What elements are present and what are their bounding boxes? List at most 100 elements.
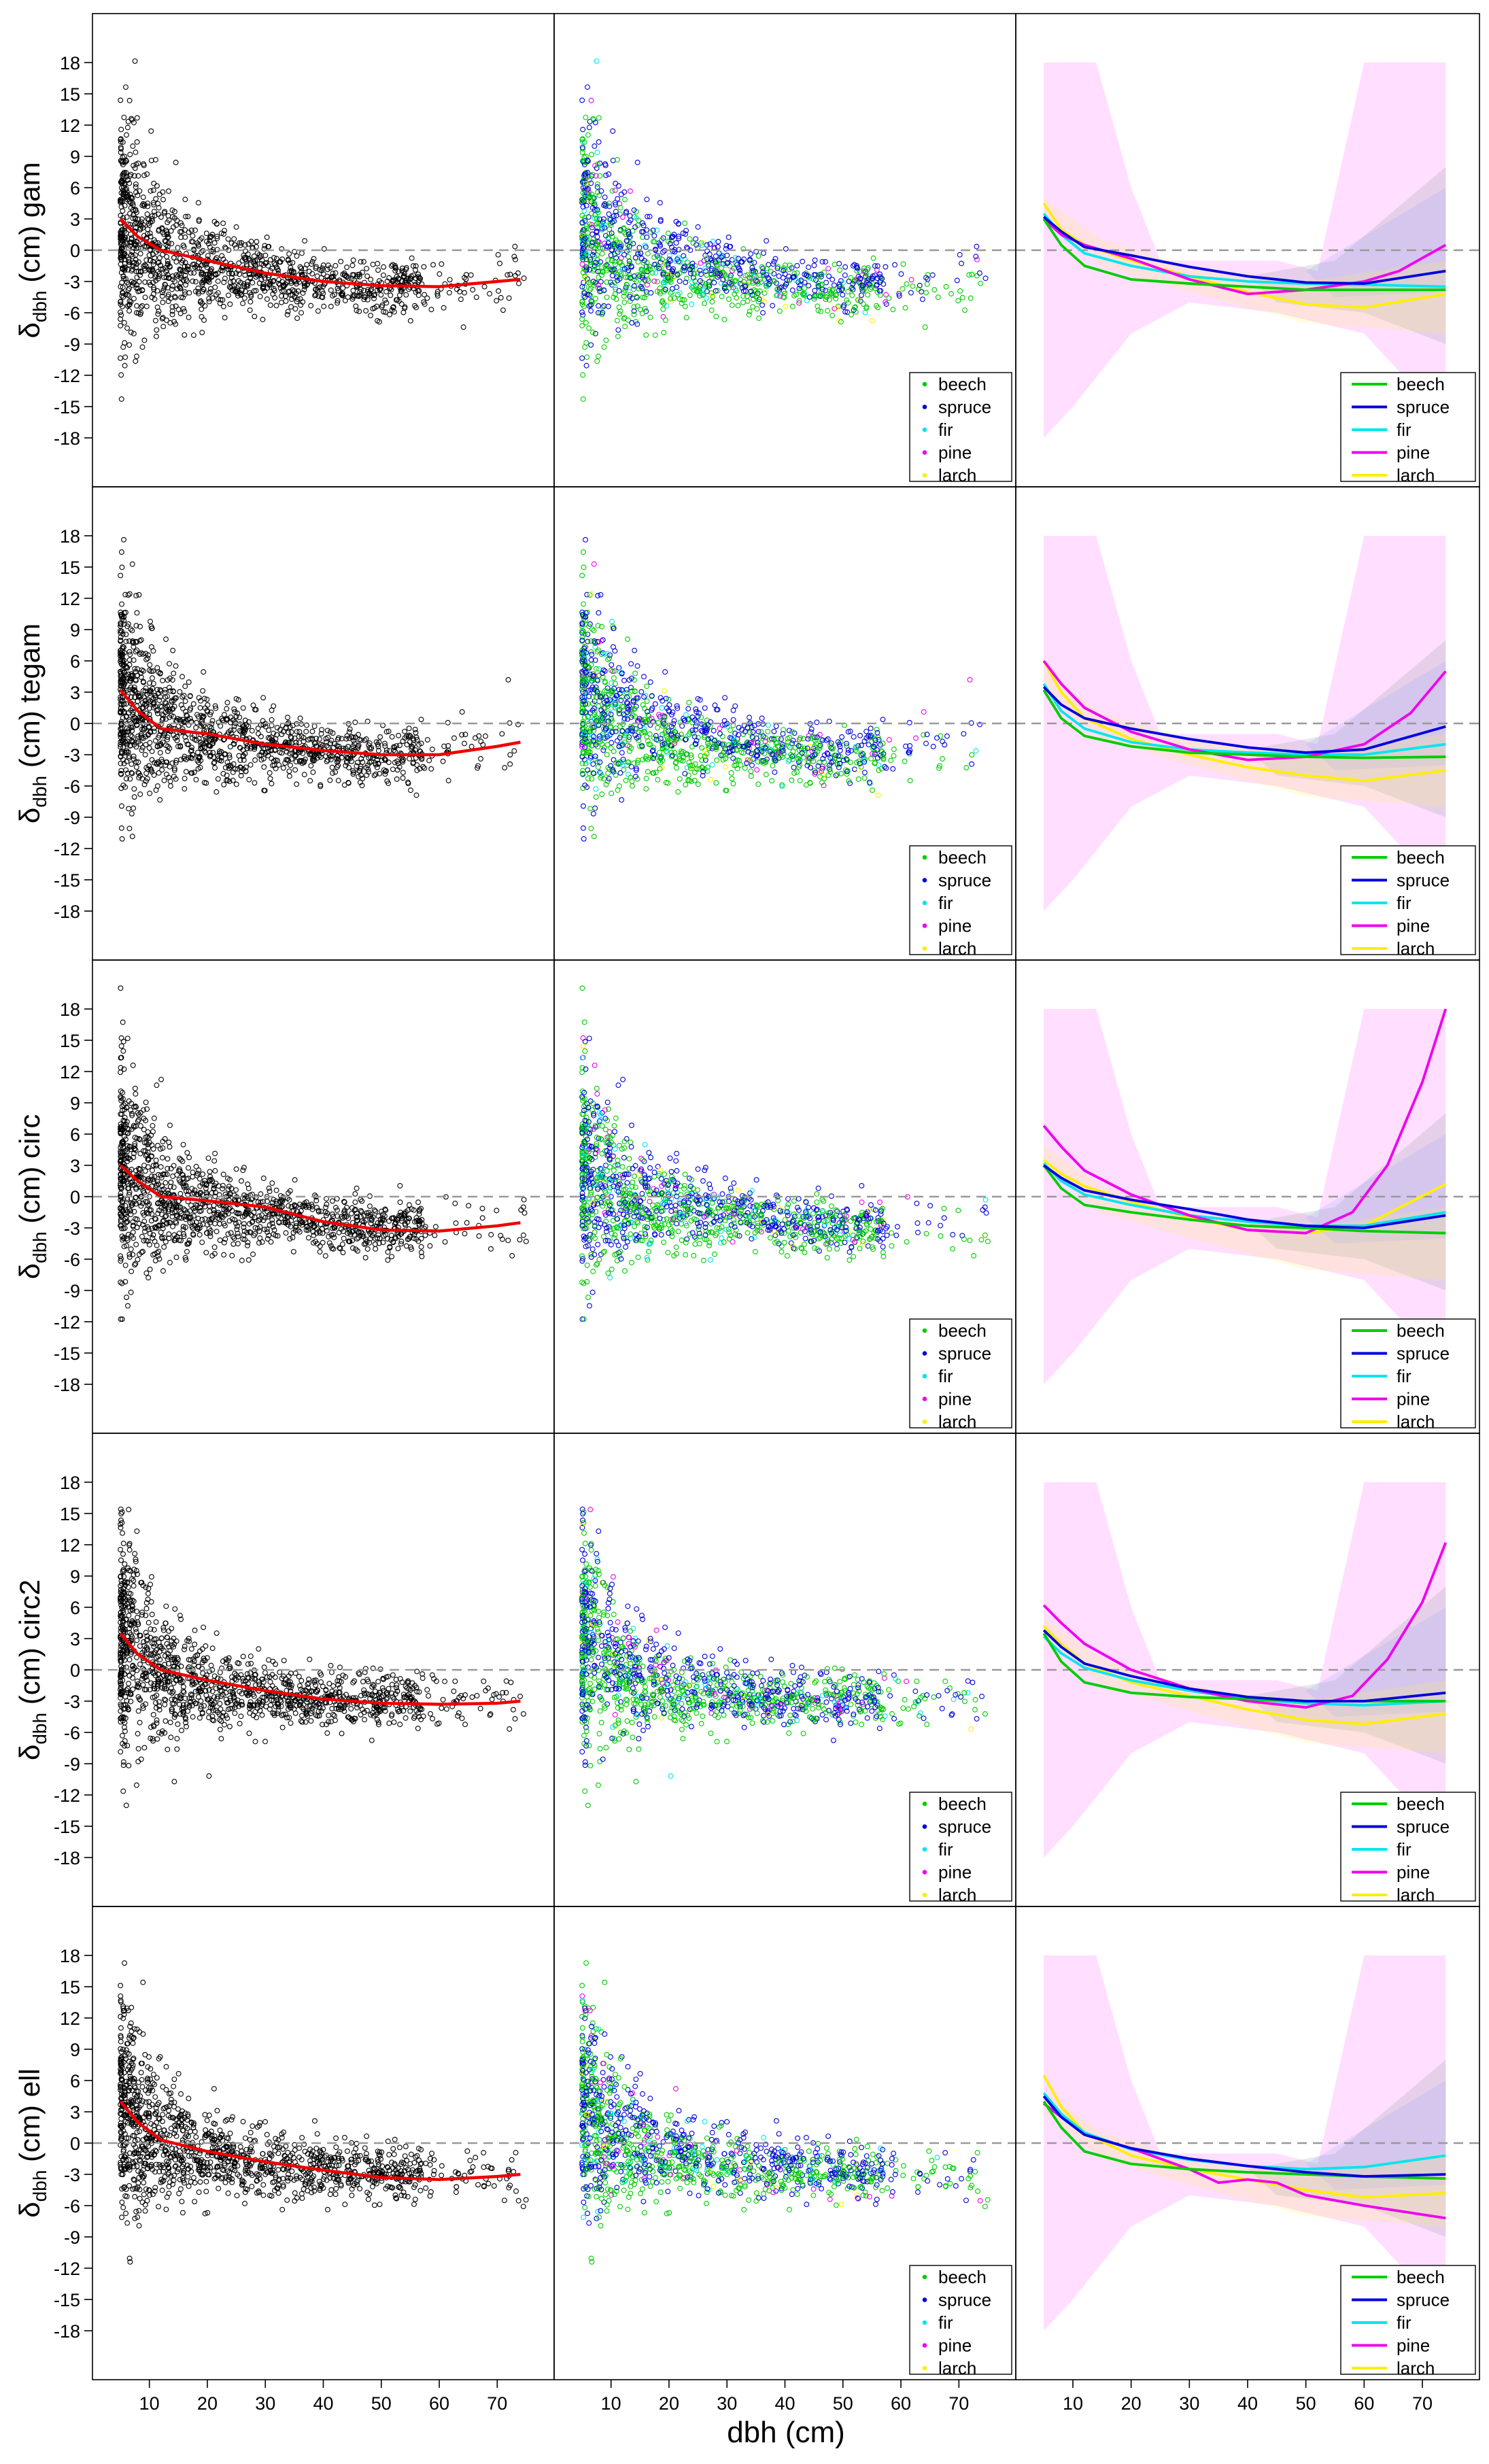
data-point-spruce bbox=[851, 307, 857, 313]
data-point-fir bbox=[625, 771, 631, 777]
data-point bbox=[161, 284, 167, 290]
data-point bbox=[165, 213, 171, 219]
row-circ-pine-confidence-band bbox=[1044, 1009, 1446, 1384]
data-point bbox=[279, 299, 284, 305]
data-point-spruce bbox=[637, 723, 643, 729]
data-point bbox=[131, 330, 137, 337]
data-point bbox=[122, 362, 128, 369]
data-point bbox=[134, 274, 140, 280]
data-point bbox=[173, 303, 179, 309]
data-point bbox=[130, 200, 135, 206]
data-point bbox=[429, 747, 435, 753]
data-point bbox=[171, 670, 177, 677]
data-point bbox=[280, 765, 286, 771]
data-point-spruce bbox=[842, 272, 848, 278]
data-point bbox=[182, 196, 188, 203]
data-point bbox=[221, 712, 227, 718]
data-point bbox=[124, 132, 129, 138]
data-point bbox=[118, 299, 124, 305]
data-point-beech bbox=[616, 783, 622, 789]
data-point-spruce bbox=[588, 308, 594, 314]
data-point bbox=[129, 279, 135, 284]
data-point bbox=[352, 719, 358, 725]
data-point bbox=[356, 732, 361, 738]
data-point-spruce bbox=[628, 661, 634, 667]
data-point bbox=[320, 262, 326, 269]
data-point bbox=[192, 288, 199, 294]
data-point bbox=[201, 277, 206, 284]
data-point bbox=[143, 303, 150, 309]
data-point-fir bbox=[592, 216, 598, 222]
data-point-beech bbox=[924, 281, 930, 287]
row-gam-pine-confidence-band bbox=[1044, 63, 1446, 438]
data-point-beech bbox=[668, 290, 674, 296]
data-point bbox=[173, 259, 179, 265]
data-point bbox=[118, 126, 124, 133]
data-point-spruce bbox=[808, 726, 815, 732]
data-point-spruce bbox=[760, 310, 766, 315]
data-point-spruce bbox=[676, 233, 682, 239]
data-point-beech bbox=[596, 192, 602, 199]
data-point bbox=[136, 279, 142, 285]
data-point bbox=[286, 768, 292, 774]
data-point-beech bbox=[587, 592, 593, 598]
data-point-beech bbox=[682, 303, 688, 309]
data-point-spruce bbox=[580, 803, 586, 809]
data-point-spruce bbox=[974, 243, 980, 250]
data-point bbox=[521, 275, 527, 281]
data-point bbox=[199, 269, 205, 275]
data-point bbox=[220, 297, 226, 303]
data-point-spruce bbox=[652, 701, 658, 707]
data-point bbox=[118, 97, 124, 103]
data-point bbox=[375, 267, 381, 273]
data-point-beech bbox=[974, 273, 980, 279]
data-point bbox=[396, 732, 402, 738]
data-point-pine bbox=[651, 278, 657, 284]
data-point bbox=[319, 267, 325, 273]
data-point-beech bbox=[738, 762, 744, 768]
data-point-beech bbox=[744, 298, 751, 304]
data-point bbox=[162, 687, 168, 693]
data-point bbox=[269, 284, 275, 290]
data-point-beech bbox=[601, 344, 607, 350]
data-point-spruce bbox=[630, 241, 636, 247]
data-point bbox=[165, 262, 171, 268]
data-point bbox=[310, 769, 316, 775]
row-gam-larch-confidence-band bbox=[1044, 198, 1446, 334]
data-point bbox=[119, 303, 125, 309]
data-point bbox=[135, 192, 141, 199]
data-point bbox=[142, 262, 148, 268]
data-point bbox=[301, 283, 307, 288]
data-point bbox=[126, 302, 132, 308]
data-point bbox=[133, 209, 139, 216]
data-point-beech bbox=[647, 314, 653, 320]
data-point bbox=[118, 549, 124, 555]
data-point-spruce bbox=[580, 825, 586, 831]
data-point bbox=[404, 742, 410, 748]
data-point-beech bbox=[923, 290, 929, 296]
data-point-beech bbox=[617, 211, 623, 218]
data-point bbox=[156, 770, 162, 776]
data-point bbox=[177, 285, 183, 291]
data-point-spruce bbox=[783, 246, 789, 252]
data-point bbox=[399, 265, 405, 271]
data-point-beech bbox=[748, 768, 754, 774]
data-point bbox=[193, 776, 199, 783]
data-point bbox=[154, 783, 160, 789]
data-point bbox=[426, 757, 432, 764]
data-point bbox=[132, 58, 138, 64]
data-point bbox=[371, 772, 377, 778]
data-point-beech bbox=[844, 297, 850, 303]
data-point bbox=[356, 274, 362, 279]
data-point-beech bbox=[870, 255, 876, 261]
data-point bbox=[131, 753, 137, 759]
data-point bbox=[134, 354, 139, 360]
data-point-beech bbox=[721, 316, 728, 322]
data-point-beech bbox=[802, 285, 808, 291]
data-point bbox=[375, 260, 381, 267]
data-point bbox=[171, 224, 177, 230]
data-point-beech bbox=[661, 330, 667, 335]
data-point-beech bbox=[769, 778, 775, 784]
data-point-spruce bbox=[693, 706, 699, 712]
data-point-beech bbox=[834, 292, 840, 298]
